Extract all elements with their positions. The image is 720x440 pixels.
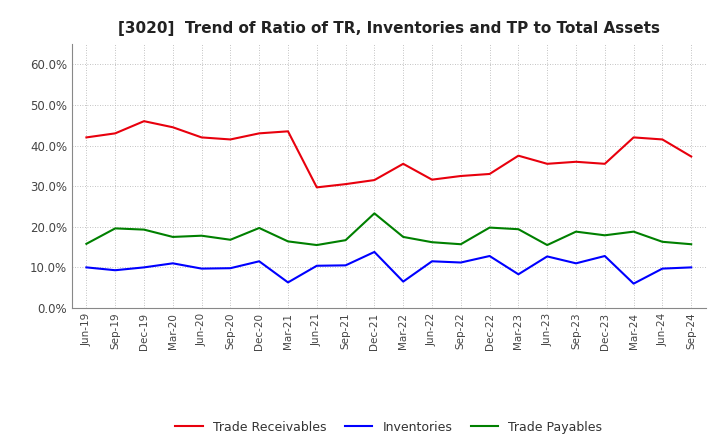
Inventories: [485, 253, 494, 259]
Trade Payables: [658, 239, 667, 245]
Trade Payables: [255, 225, 264, 231]
Trade Receivables: [197, 135, 206, 140]
Inventories: [341, 263, 350, 268]
Trade Receivables: [82, 135, 91, 140]
Trade Receivables: [341, 181, 350, 187]
Trade Payables: [514, 227, 523, 232]
Inventories: [370, 249, 379, 255]
Trade Payables: [572, 229, 580, 234]
Trade Payables: [370, 211, 379, 216]
Trade Receivables: [629, 135, 638, 140]
Trade Payables: [485, 225, 494, 230]
Trade Receivables: [168, 125, 177, 130]
Inventories: [140, 265, 148, 270]
Trade Receivables: [111, 131, 120, 136]
Trade Receivables: [687, 154, 696, 159]
Trade Receivables: [600, 161, 609, 166]
Trade Payables: [456, 242, 465, 247]
Inventories: [629, 281, 638, 286]
Trade Receivables: [284, 128, 292, 134]
Trade Receivables: [312, 185, 321, 190]
Trade Payables: [428, 239, 436, 245]
Title: [3020]  Trend of Ratio of TR, Inventories and TP to Total Assets: [3020] Trend of Ratio of TR, Inventories…: [118, 21, 660, 36]
Inventories: [543, 254, 552, 259]
Trade Payables: [543, 242, 552, 248]
Inventories: [312, 263, 321, 268]
Trade Payables: [399, 234, 408, 239]
Trade Payables: [284, 239, 292, 244]
Line: Trade Receivables: Trade Receivables: [86, 121, 691, 187]
Trade Payables: [197, 233, 206, 238]
Inventories: [600, 253, 609, 259]
Inventories: [428, 259, 436, 264]
Trade Receivables: [514, 153, 523, 158]
Inventories: [284, 280, 292, 285]
Inventories: [82, 265, 91, 270]
Line: Inventories: Inventories: [86, 252, 691, 284]
Inventories: [572, 260, 580, 266]
Inventories: [226, 266, 235, 271]
Trade Payables: [168, 234, 177, 239]
Line: Trade Payables: Trade Payables: [86, 213, 691, 245]
Inventories: [399, 279, 408, 284]
Inventories: [168, 260, 177, 266]
Inventories: [197, 266, 206, 271]
Trade Receivables: [543, 161, 552, 166]
Trade Receivables: [658, 137, 667, 142]
Trade Receivables: [428, 177, 436, 182]
Inventories: [687, 265, 696, 270]
Inventories: [658, 266, 667, 271]
Inventories: [456, 260, 465, 265]
Trade Receivables: [226, 137, 235, 142]
Trade Receivables: [456, 173, 465, 179]
Trade Payables: [687, 242, 696, 247]
Trade Payables: [629, 229, 638, 234]
Trade Receivables: [370, 177, 379, 183]
Legend: Trade Receivables, Inventories, Trade Payables: Trade Receivables, Inventories, Trade Pa…: [170, 416, 608, 439]
Trade Receivables: [572, 159, 580, 165]
Inventories: [255, 259, 264, 264]
Trade Receivables: [140, 118, 148, 124]
Trade Receivables: [485, 171, 494, 176]
Trade Payables: [111, 226, 120, 231]
Trade Receivables: [255, 131, 264, 136]
Trade Payables: [312, 242, 321, 248]
Trade Receivables: [399, 161, 408, 166]
Trade Payables: [600, 233, 609, 238]
Inventories: [111, 268, 120, 273]
Trade Payables: [140, 227, 148, 232]
Inventories: [514, 271, 523, 277]
Trade Payables: [341, 238, 350, 243]
Trade Payables: [82, 241, 91, 246]
Trade Payables: [226, 237, 235, 242]
